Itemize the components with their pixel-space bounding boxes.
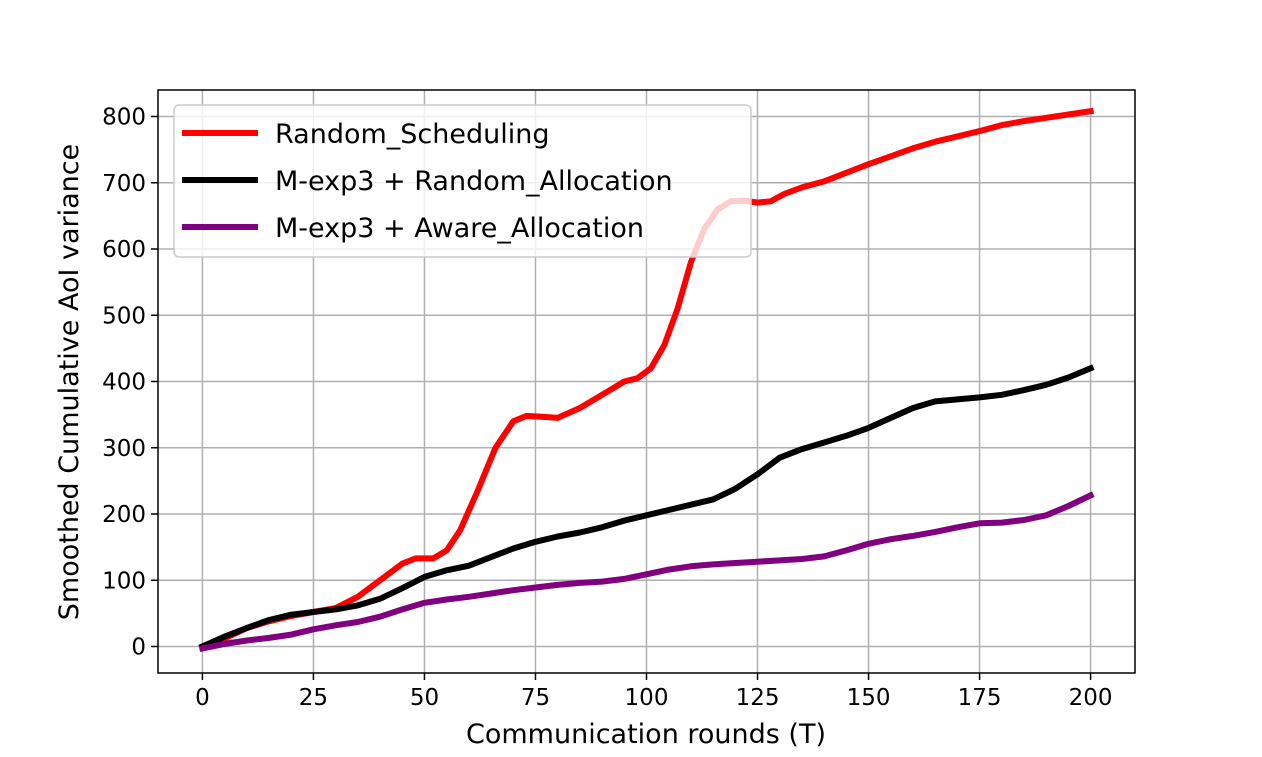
- x-tick-label: 100: [625, 685, 669, 711]
- y-tick-label: 0: [131, 635, 146, 661]
- legend: Random_Scheduling M-exp3 + Random_Allocat…: [173, 104, 752, 258]
- x-tick-label: 75: [521, 685, 550, 711]
- x-tick-label: 0: [195, 685, 210, 711]
- legend-label-2: M-exp3 + Random_Allocation: [275, 166, 673, 197]
- series-layer: [198, 107, 1095, 653]
- y-tick-label: 200: [102, 502, 146, 528]
- x-axis: 0 25 50 75 100 125 150 175 200: [195, 673, 1113, 711]
- x-tick-label: 150: [847, 685, 891, 711]
- x-tick-label: 50: [410, 685, 439, 711]
- x-tick-label: 25: [299, 685, 328, 711]
- x-axis-label: Communication rounds (T): [466, 719, 826, 750]
- y-axis: 0 100 200 300 400 500 600 700 800: [102, 105, 158, 661]
- x-tick-label: 125: [736, 685, 780, 711]
- y-tick-label: 400: [102, 370, 146, 396]
- legend-box: [173, 104, 752, 258]
- legend-label-3: M-exp3 + Aware_Allocation: [275, 213, 644, 244]
- y-tick-label: 500: [102, 303, 146, 329]
- y-tick-label: 600: [102, 237, 146, 263]
- series-line-3: [198, 491, 1095, 653]
- legend-label-1: Random_Scheduling: [275, 119, 550, 150]
- y-axis-label: Smoothed Cumulative AoI variance: [54, 144, 85, 621]
- series-line-2: [198, 364, 1095, 651]
- x-tick-label: 175: [958, 685, 1002, 711]
- y-tick-label: 300: [102, 436, 146, 462]
- y-tick-label: 100: [102, 568, 146, 594]
- y-tick-label: 700: [102, 171, 146, 197]
- y-tick-label: 800: [102, 105, 146, 131]
- series-line-1: [198, 107, 1095, 651]
- x-tick-label: 200: [1069, 685, 1113, 711]
